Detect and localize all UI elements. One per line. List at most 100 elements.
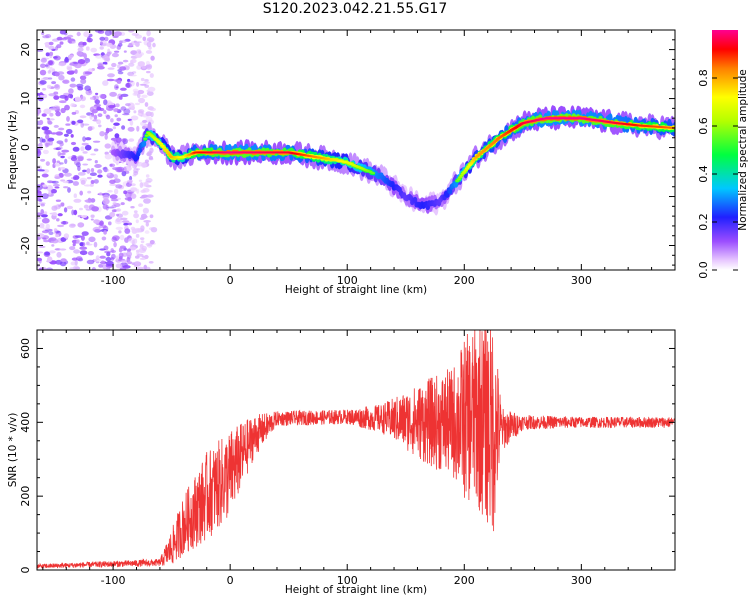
noise-speckle	[94, 160, 98, 164]
noise-speckle	[72, 146, 80, 152]
noise-speckle	[79, 115, 87, 119]
noise-speckle	[152, 42, 156, 48]
noise-speckle	[100, 260, 105, 266]
noise-speckle	[128, 237, 135, 243]
noise-speckle	[86, 243, 93, 246]
noise-speckle	[85, 46, 90, 51]
noise-speckle	[79, 250, 88, 256]
noise-speckle	[138, 179, 143, 182]
ridge-cell	[462, 171, 467, 173]
noise-speckle	[49, 118, 55, 121]
noise-speckle	[75, 162, 81, 168]
noise-speckle	[101, 54, 110, 61]
noise-speckle	[105, 260, 114, 266]
y-tick-label: 600	[19, 338, 32, 359]
noise-speckle	[145, 50, 153, 54]
y-tick-label: 400	[19, 412, 32, 433]
noise-speckle	[77, 47, 84, 52]
noise-speckle	[55, 259, 63, 265]
colorbar-tick-label: 0.8	[697, 69, 710, 87]
noise-speckle	[55, 111, 61, 117]
noise-speckle	[51, 81, 56, 85]
noise-speckle	[75, 256, 83, 261]
noise-speckle	[82, 41, 87, 46]
noise-speckle	[95, 54, 103, 59]
noise-speckle	[96, 119, 102, 125]
noise-speckle	[72, 181, 79, 186]
noise-speckle	[56, 251, 62, 258]
noise-speckle	[76, 31, 81, 37]
noise-speckle	[146, 30, 151, 37]
noise-speckle	[66, 67, 73, 71]
ridge-cell	[460, 172, 466, 175]
noise-speckle	[122, 220, 130, 224]
noise-speckle	[133, 168, 139, 174]
noise-speckle	[77, 222, 85, 228]
noise-speckle	[90, 180, 95, 184]
noise-speckle	[112, 126, 117, 130]
noise-speckle	[97, 113, 103, 117]
noise-speckle	[110, 248, 114, 253]
noise-speckle	[67, 34, 74, 38]
noise-speckle	[68, 41, 72, 44]
noise-speckle	[148, 261, 154, 264]
noise-speckle	[48, 189, 52, 196]
y-tick-label: 10	[19, 92, 32, 106]
noise-speckle	[131, 262, 135, 265]
noise-speckle	[115, 103, 120, 108]
noise-speckle	[74, 63, 82, 69]
noise-speckle	[127, 80, 134, 83]
noise-speckle	[69, 246, 76, 251]
noise-speckle	[99, 255, 106, 259]
noise-speckle	[103, 110, 107, 114]
noise-speckle	[47, 59, 55, 66]
noise-speckle	[146, 41, 152, 48]
noise-speckle	[121, 138, 127, 143]
x-tick-label: -100	[101, 574, 126, 587]
noise-speckle	[140, 225, 145, 232]
noise-speckle	[70, 141, 77, 146]
noise-speckle	[47, 119, 51, 125]
noise-speckle	[63, 233, 70, 239]
noise-speckle	[40, 209, 44, 215]
noise-speckle	[94, 99, 100, 105]
noise-speckle	[77, 156, 84, 162]
noise-speckle	[116, 117, 122, 122]
noise-speckle	[145, 64, 151, 68]
x-tick-label: 300	[571, 274, 592, 287]
noise-speckle	[42, 237, 47, 240]
ridge-cell	[137, 147, 142, 154]
ridge-cell	[165, 151, 171, 154]
noise-speckle	[139, 196, 146, 199]
noise-speckle	[60, 107, 66, 114]
noise-speckle	[117, 61, 124, 65]
noise-speckle	[114, 114, 118, 118]
noise-speckle	[79, 95, 86, 102]
noise-speckle	[149, 147, 154, 154]
noise-speckle	[67, 93, 74, 99]
noise-speckle	[128, 30, 134, 33]
noise-speckle	[143, 81, 150, 84]
noise-speckle	[85, 199, 93, 204]
noise-speckle	[71, 111, 77, 115]
noise-speckle	[43, 108, 52, 115]
noise-speckle	[140, 189, 146, 193]
colorbar-tick-label: 0.6	[697, 117, 710, 135]
noise-speckle	[140, 213, 148, 220]
noise-speckle	[50, 132, 57, 135]
noise-speckle	[64, 104, 70, 111]
snr-plot-area	[37, 330, 675, 570]
ridge-cell	[467, 164, 473, 166]
noise-speckle	[41, 217, 50, 224]
snr-y-label: SNR (10 * v/v)	[7, 413, 19, 488]
noise-speckle	[41, 193, 49, 200]
noise-speckle	[109, 211, 116, 218]
noise-speckle	[140, 77, 145, 82]
noise-speckle	[109, 183, 117, 186]
noise-speckle	[60, 155, 65, 159]
noise-speckle	[143, 220, 151, 223]
noise-speckle	[108, 221, 112, 226]
noise-speckle	[121, 125, 126, 130]
noise-speckle	[58, 100, 67, 104]
